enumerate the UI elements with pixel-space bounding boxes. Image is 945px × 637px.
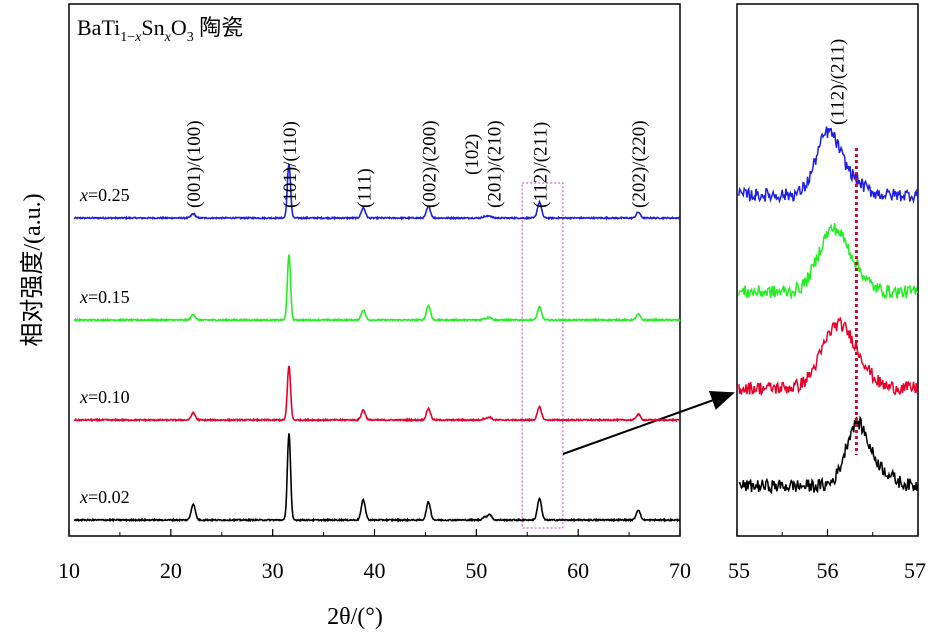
peak-label: (111)	[354, 168, 375, 208]
inset-series-line-3	[738, 415, 919, 495]
series-line-2	[73, 365, 681, 423]
x-tick-label: 50	[465, 558, 487, 583]
inset-series-line-1	[738, 222, 919, 300]
x-tick-label: 60	[567, 558, 589, 583]
series-line-0	[73, 164, 681, 221]
inset-series-line-0	[738, 126, 919, 204]
peak-label: (001)/(100)	[184, 120, 205, 208]
main-ticks-group: 10 20 30 40 50 60 70	[58, 529, 691, 583]
inset-series-line-2	[738, 316, 919, 397]
series-line-1	[73, 254, 681, 323]
main-plot-frame	[68, 3, 681, 537]
series-labels-group: x=0.25 x=0.15 x=0.10 x=0.02	[79, 185, 130, 507]
title-sub3: 3	[187, 30, 194, 45]
series-label: x=0.02	[79, 487, 130, 507]
title-sn: Sn	[141, 15, 164, 40]
inset-x-tick-label: 55	[728, 558, 750, 583]
x-tick-label: 40	[364, 558, 386, 583]
x-tick-label: 20	[160, 558, 182, 583]
title-sub1: 1−	[120, 30, 135, 45]
peak-label: (102)	[462, 134, 483, 175]
inset-peak-label: (112)/(211)	[828, 39, 849, 125]
peak-label: (202)/(220)	[629, 120, 650, 208]
main-series-group	[73, 164, 681, 523]
title-suffix: 陶瓷	[194, 15, 244, 40]
inset-ticks-group: 55 56 57	[728, 529, 926, 583]
series-label: x=0.10	[79, 387, 130, 407]
chart-title: BaTi1−xSnxO3 陶瓷	[77, 15, 243, 45]
peak-label: (112)/(211)	[531, 122, 552, 208]
peak-label: (101)/(110)	[280, 121, 301, 208]
x-axis-label: 2θ/(°)	[327, 604, 383, 630]
title-sub2-var: x	[164, 30, 172, 45]
x-tick-label: 10	[58, 558, 80, 583]
highlight-box	[521, 182, 564, 529]
inset-x-tick-label: 57	[904, 558, 926, 583]
inset-x-tick-label: 56	[817, 558, 839, 583]
peak-label: (002)/(200)	[420, 120, 441, 208]
peak-label: (201)/(210)	[485, 120, 506, 208]
title-base: BaTi	[77, 15, 120, 40]
series-label: x=0.15	[79, 287, 130, 307]
y-axis-label: 相对强度/(a.u.)	[19, 193, 46, 346]
peak-labels-group: (001)/(100) (101)/(110) (111) (002)/(200) (1…	[184, 120, 650, 208]
zoom-arrow	[562, 391, 735, 455]
title-o: O	[171, 15, 187, 40]
series-line-3	[73, 433, 681, 523]
inset-series-group	[738, 126, 919, 495]
title-sub1-var: x	[134, 30, 142, 45]
series-label: x=0.25	[79, 185, 130, 205]
x-tick-label: 30	[262, 558, 284, 583]
x-tick-label: 70	[669, 558, 691, 583]
